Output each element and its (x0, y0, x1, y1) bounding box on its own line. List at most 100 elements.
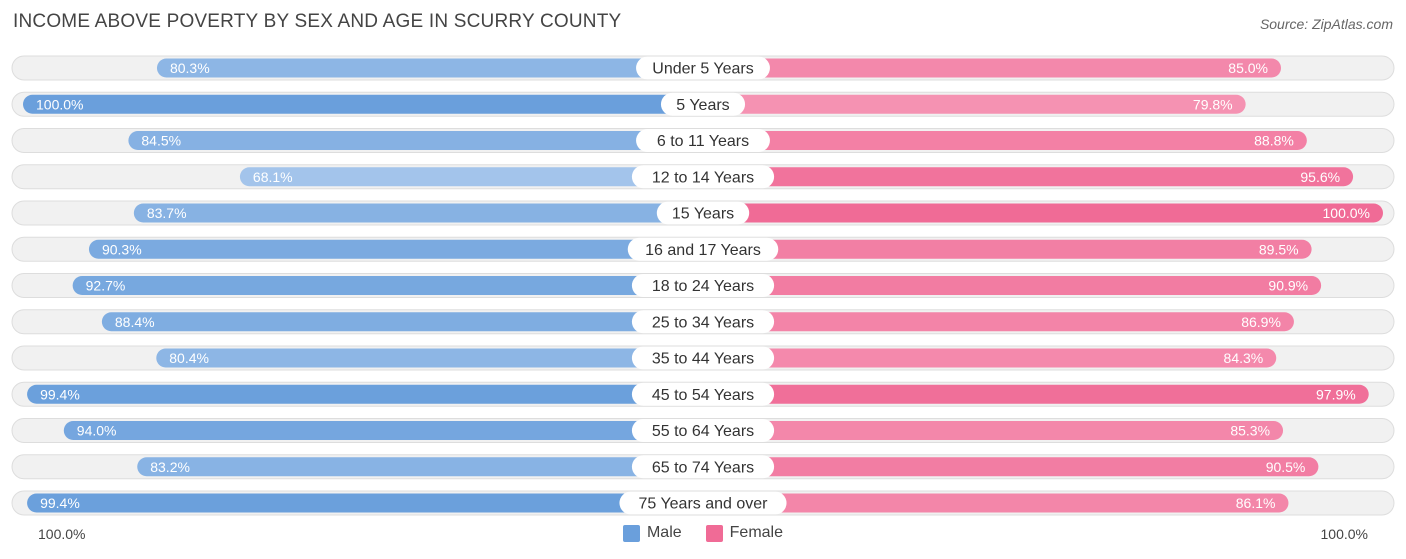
female-value-label: 88.8% (1254, 133, 1294, 149)
female-value-label: 85.0% (1228, 60, 1268, 76)
male-value-label: 68.1% (253, 169, 293, 185)
male-value-label: 84.5% (141, 133, 181, 149)
male-value-label: 88.4% (115, 314, 155, 330)
male-value-label: 99.4% (40, 386, 80, 402)
legend-label-male: Male (646, 524, 682, 541)
legend-label-female: Female (729, 524, 784, 541)
female-value-label: 95.6% (1300, 169, 1340, 185)
category-label: 6 to 11 Years (657, 133, 749, 150)
female-value-label: 84.3% (1224, 350, 1264, 366)
male-value-label: 83.7% (147, 205, 187, 221)
male-bar (63, 421, 704, 440)
category-label: 15 Years (672, 206, 734, 223)
category-label: 35 to 44 Years (652, 351, 754, 368)
bar-row: 94.0% 85.3% 55 to 64 Years (11, 418, 1395, 443)
female-bar (703, 131, 1307, 150)
bar-row: 80.3% 85.0% Under 5 Years (11, 55, 1395, 81)
male-bar (156, 58, 703, 78)
male-value-label: 80.4% (169, 350, 209, 366)
male-bar (137, 457, 704, 477)
female-bar (703, 457, 1319, 477)
male-bar (27, 384, 703, 404)
male-value-label: 100.0% (36, 96, 83, 112)
category-label: 18 to 24 Years (652, 278, 754, 295)
legend-item-female: Female (705, 524, 784, 542)
bar-row: 80.4% 84.3% 35 to 44 Years (11, 345, 1395, 371)
category-pill (619, 491, 787, 515)
bar-row: 92.7% 90.9% 18 to 24 Years (11, 273, 1395, 298)
source-label: Source: ZipAtlas.com (1259, 16, 1393, 32)
male-value-label: 90.3% (102, 241, 142, 257)
bar-row: 68.1% 95.6% 12 to 14 Years (11, 164, 1395, 190)
female-bar (703, 276, 1322, 295)
female-value-label: 89.5% (1259, 241, 1299, 257)
female-bar (703, 167, 1354, 187)
bar-row: 100.0% 79.8% 5 Years (11, 91, 1395, 117)
female-bar (703, 94, 1246, 114)
bar-row: 83.2% 90.5% 65 to 74 Years (11, 454, 1395, 480)
chart-title: INCOME ABOVE POVERTY BY SEX AND AGE IN S… (13, 11, 622, 32)
female-bar (703, 348, 1277, 368)
male-bar (156, 348, 703, 368)
male-bar (27, 493, 703, 513)
legend: Male Female (0, 524, 1406, 542)
category-pill (636, 56, 770, 80)
category-pill (631, 419, 775, 442)
male-bar (72, 276, 703, 295)
bar-row: 90.3% 89.5% 16 and 17 Years (11, 236, 1395, 262)
male-value-label: 99.4% (40, 495, 80, 511)
female-bar (703, 58, 1281, 78)
category-pill (660, 92, 746, 116)
female-value-label: 100.0% (1323, 205, 1370, 221)
male-bar (101, 312, 703, 332)
female-bar (703, 421, 1284, 440)
bar-row: 83.7% 100.0% 15 Years (11, 200, 1395, 226)
axis-left-label: 100.0% (38, 526, 86, 542)
female-value-label: 90.5% (1266, 459, 1306, 475)
category-label: 5 Years (676, 97, 729, 114)
male-value-label: 92.7% (86, 278, 126, 294)
bar-row: 84.5% 88.8% 6 to 11 Years (11, 128, 1395, 153)
category-label: 55 to 64 Years (652, 423, 754, 440)
category-label: 75 Years and over (639, 496, 769, 513)
category-label: 25 to 34 Years (652, 314, 754, 331)
male-bar (23, 94, 703, 114)
axis-right-label: 100.0% (1320, 526, 1368, 542)
female-value-label: 86.9% (1241, 314, 1281, 330)
category-label: 65 to 74 Years (652, 459, 754, 476)
bar-row: 99.4% 97.9% 45 to 54 Years (11, 381, 1395, 407)
male-bar (88, 239, 703, 259)
male-bar (239, 167, 704, 187)
legend-swatch-male (622, 524, 640, 542)
category-pill (627, 237, 779, 261)
female-bar (703, 312, 1294, 332)
category-pill (631, 165, 775, 189)
male-bar (133, 203, 704, 223)
category-label: 12 to 14 Years (652, 169, 754, 186)
male-value-label: 94.0% (77, 423, 117, 439)
female-value-label: 90.9% (1268, 278, 1308, 294)
bar-row: 88.4% 86.9% 25 to 34 Years (11, 309, 1395, 335)
category-pill (631, 382, 775, 406)
legend-swatch-female (705, 524, 723, 542)
bar-row: 99.4% 86.1% 75 Years and over (11, 490, 1395, 516)
chart-area: 80.3% 85.0% Under 5 Years 100.0% 79.8% 5 Year… (11, 55, 1395, 516)
female-bar (703, 203, 1383, 223)
female-bar (703, 384, 1369, 404)
female-bar (703, 239, 1312, 259)
category-label: Under 5 Years (652, 61, 753, 78)
category-pill (631, 346, 775, 370)
legend-item-male: Male (622, 524, 682, 542)
category-label: 45 to 54 Years (652, 387, 754, 404)
female-value-label: 79.8% (1193, 96, 1233, 112)
male-value-label: 80.3% (170, 60, 210, 76)
female-value-label: 97.9% (1316, 386, 1356, 402)
category-pill (631, 455, 775, 479)
category-pill (631, 310, 775, 334)
male-bar (128, 131, 703, 150)
category-pill (656, 201, 750, 225)
female-bar (703, 493, 1289, 513)
category-pill (631, 274, 775, 297)
female-value-label: 85.3% (1230, 423, 1270, 439)
male-value-label: 83.2% (150, 459, 190, 475)
